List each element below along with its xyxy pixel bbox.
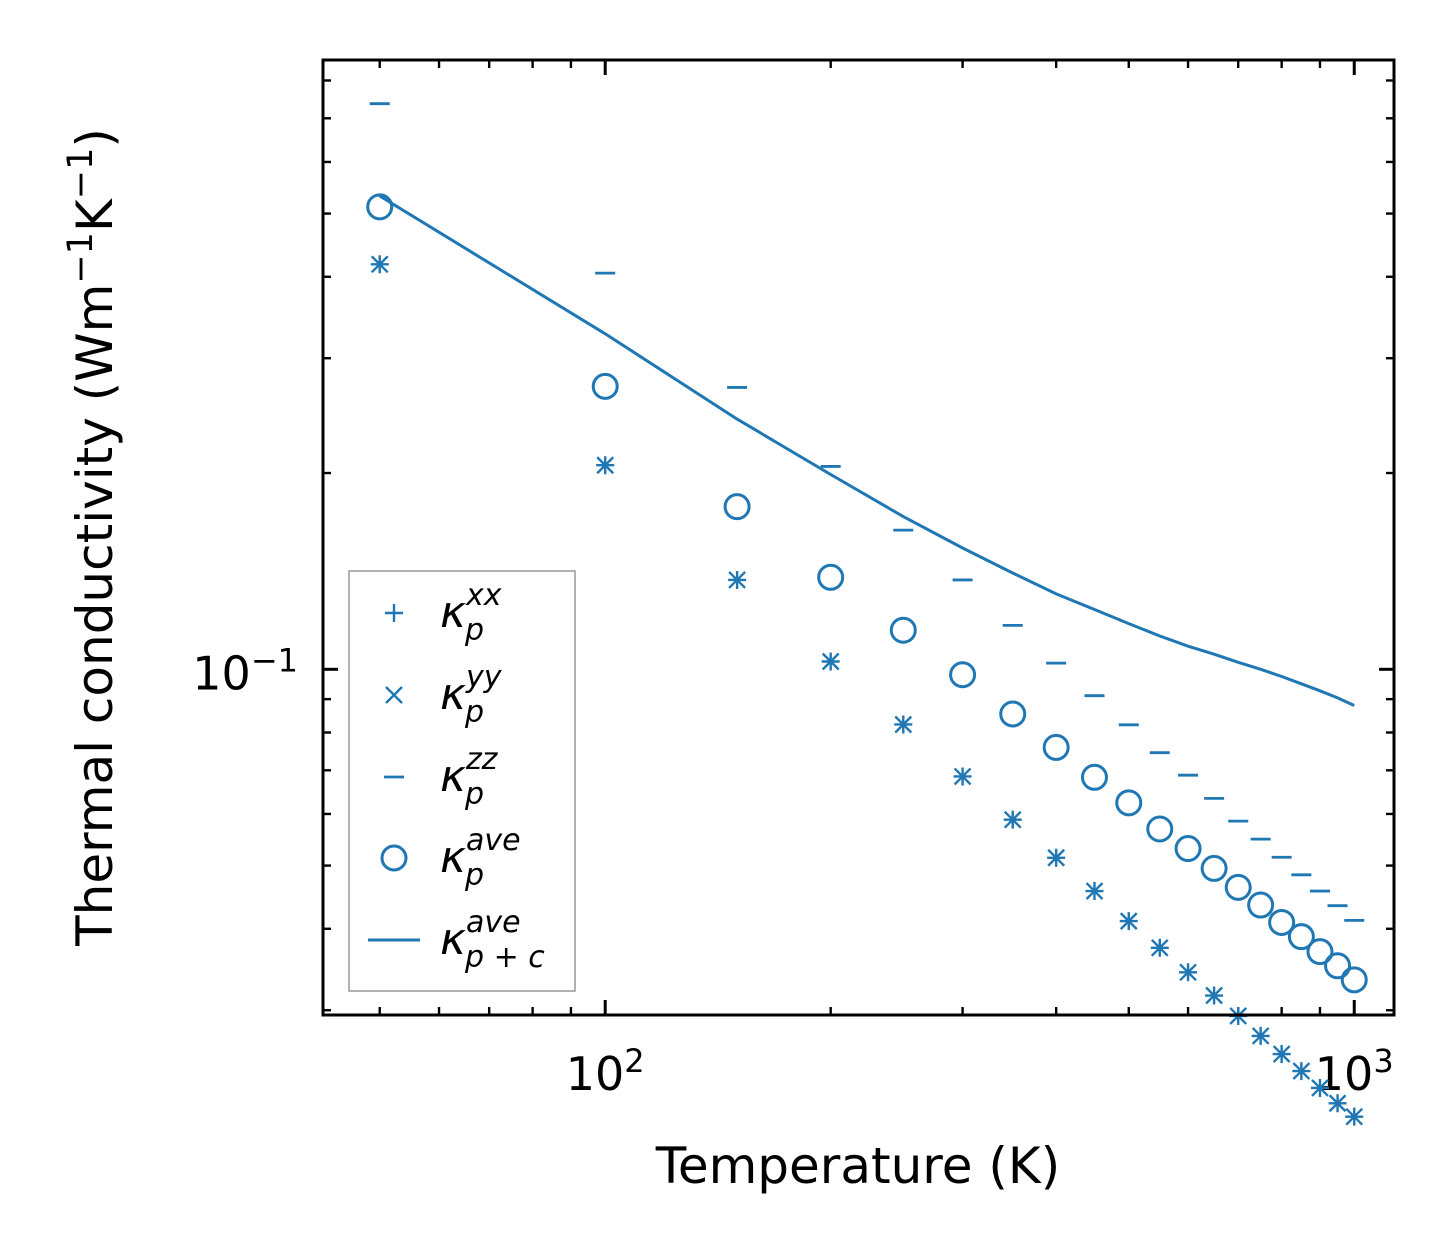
legend-label-kpc: κave p + c bbox=[440, 905, 545, 975]
data-point-kyy bbox=[596, 456, 615, 475]
data-point-kave bbox=[1247, 891, 1275, 919]
plot-area bbox=[366, 102, 1368, 1126]
y-tick-label: 10−1 bbox=[192, 641, 298, 700]
data-point-kave bbox=[1224, 873, 1252, 901]
legend-label-kyy: κyy p bbox=[440, 660, 503, 730]
legend-label-kzz: κzz p bbox=[440, 742, 499, 812]
data-point-kave bbox=[591, 372, 619, 400]
series-line-kpc bbox=[378, 194, 1355, 707]
data-point-kave bbox=[999, 700, 1027, 728]
data-point-kave bbox=[1115, 789, 1143, 817]
data-point-kave bbox=[1174, 835, 1202, 863]
data-point-kyy bbox=[728, 571, 746, 589]
series-kzz bbox=[369, 102, 1365, 922]
legend-handle-circle bbox=[380, 844, 408, 872]
data-point-kyy bbox=[1205, 986, 1223, 1005]
data-point-kyy bbox=[1328, 1094, 1347, 1113]
data-point-kyy bbox=[821, 652, 840, 671]
x-tick-label: 102 bbox=[566, 1042, 645, 1101]
series-kpc bbox=[378, 194, 1355, 707]
data-point-kave bbox=[1268, 908, 1296, 936]
legend-entry-kpc: κave p + c bbox=[368, 905, 545, 975]
data-point-kyy bbox=[953, 767, 972, 786]
data-point-kyy bbox=[1119, 912, 1138, 930]
data-point-kyy bbox=[1085, 882, 1104, 900]
legend-handle-plus bbox=[385, 604, 403, 622]
legend-label-kave: κave p bbox=[440, 823, 521, 893]
data-point-kyy bbox=[1047, 848, 1066, 867]
data-point-kyy bbox=[1251, 1027, 1270, 1045]
data-point-kave bbox=[1042, 733, 1070, 761]
x-axis-label: Temperature (K) bbox=[655, 1137, 1060, 1195]
data-point-kave bbox=[1287, 923, 1315, 951]
legend-label-kxx: κxx p bbox=[440, 578, 502, 648]
data-point-kave bbox=[949, 661, 977, 689]
data-point-kyy bbox=[1292, 1062, 1311, 1080]
data-point-kave bbox=[366, 193, 394, 221]
data-point-kave bbox=[1306, 938, 1334, 966]
data-point-kyy bbox=[1272, 1045, 1291, 1063]
series-kyy bbox=[370, 255, 1364, 1126]
data-point-kave bbox=[1200, 854, 1228, 882]
legend: κxx p κyy p κzz p κave p κave p + c bbox=[348, 570, 576, 992]
legend-handle-x bbox=[385, 686, 403, 704]
data-point-kyy bbox=[1311, 1079, 1329, 1097]
legend-entry-kxx: κxx p bbox=[385, 578, 502, 648]
series-kave bbox=[366, 193, 1368, 994]
legend-entry-kzz: κzz p bbox=[384, 742, 499, 812]
data-point-kave bbox=[723, 493, 751, 521]
plot-frame bbox=[321, 58, 1396, 1017]
data-point-kave bbox=[889, 616, 917, 644]
data-point-kave bbox=[1146, 815, 1174, 843]
legend-box bbox=[348, 570, 576, 992]
data-point-kyy bbox=[1150, 938, 1169, 957]
legend-entry-kyy: κyy p bbox=[385, 660, 503, 730]
legend-entry-kave: κave p bbox=[380, 823, 521, 893]
data-point-kave bbox=[1324, 952, 1352, 980]
data-point-kyy bbox=[1179, 963, 1197, 982]
data-point-kave bbox=[1340, 966, 1368, 994]
data-point-kyy bbox=[370, 255, 389, 274]
data-point-kave bbox=[1080, 763, 1108, 791]
data-point-kave bbox=[817, 563, 845, 591]
data-point-kyy bbox=[1003, 810, 1022, 829]
y-axis-label: Thermal conductivity (Wm−1K−1) bbox=[61, 128, 124, 947]
data-point-kyy bbox=[1345, 1107, 1364, 1126]
data-point-kyy bbox=[894, 715, 913, 734]
